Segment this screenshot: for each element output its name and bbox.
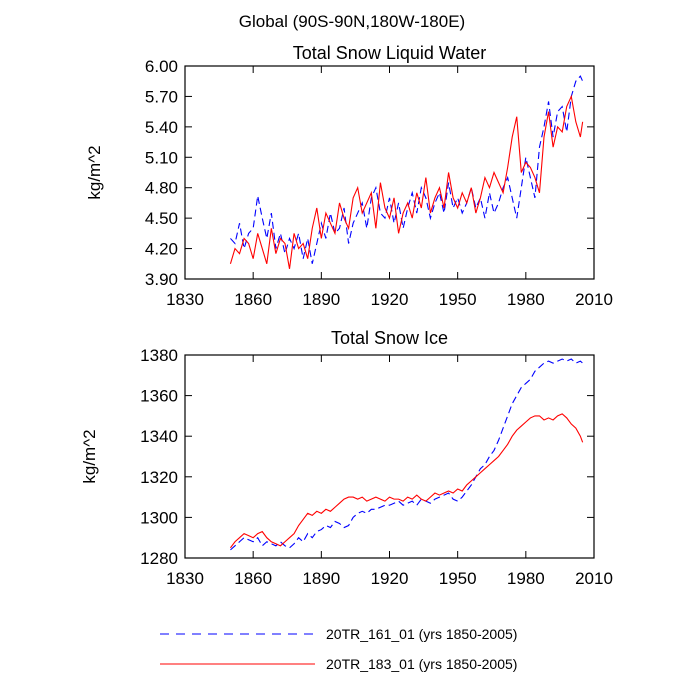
x-tick-label: 1980: [507, 290, 545, 309]
y-tick-label: 4.20: [145, 240, 178, 259]
x-tick-label: 1860: [234, 290, 272, 309]
y-tick-label: 5.10: [145, 148, 178, 167]
y-tick-label: 1380: [140, 346, 178, 365]
series-line-red-solid: [229, 94, 584, 269]
x-tick-label: 1830: [166, 290, 204, 309]
x-tick-label: 1950: [439, 569, 477, 588]
x-tick-label: 1890: [302, 569, 340, 588]
y-tick-label: 6.00: [145, 57, 178, 76]
x-tick-label: 2010: [575, 569, 613, 588]
x-tick-label: 1860: [234, 569, 272, 588]
x-tick-label: 1920: [371, 569, 409, 588]
y-tick-label: 1340: [140, 427, 178, 446]
y-tick-label: 3.90: [145, 270, 178, 289]
x-tick-label: 1950: [439, 290, 477, 309]
y-axis-label: kg/m^2: [85, 145, 104, 199]
x-tick-label: 1980: [507, 569, 545, 588]
x-tick-label: 2010: [575, 290, 613, 309]
x-tick-label: 1890: [302, 290, 340, 309]
y-tick-label: 4.80: [145, 179, 178, 198]
legend: 20TR_161_01 (yrs 1850-2005) 20TR_183_01 (…: [160, 626, 517, 672]
legend-label-2: 20TR_183_01 (yrs 1850-2005): [326, 656, 517, 672]
chart-panel-2: Total Snow Ice kg/m^2 1830 1860 1890 1920 1950…: [80, 328, 613, 588]
y-tick-label: 1320: [140, 468, 178, 487]
y-tick-label: 1280: [140, 549, 178, 568]
y-tick-label: 4.50: [145, 209, 178, 228]
y-axis-label: kg/m^2: [80, 429, 99, 483]
x-tick-label: 1920: [371, 290, 409, 309]
series-line-red-solid: [229, 413, 584, 549]
y-tick-label: 1300: [140, 508, 178, 527]
legend-label-1: 20TR_161_01 (yrs 1850-2005): [326, 626, 517, 642]
y-tick-label: 5.40: [145, 118, 178, 137]
chart-panel-1: Total Snow Liquid Water kg/m^2 1830 1860 189…: [85, 43, 613, 309]
figure-suptitle: Global (90S-90N,180W-180E): [239, 12, 465, 31]
chart-title: Total Snow Ice: [331, 328, 448, 348]
series-line-blue-dashed: [230, 75, 584, 264]
chart-title: Total Snow Liquid Water: [293, 43, 486, 63]
y-tick-label: 5.70: [145, 87, 178, 106]
series-line-blue-dashed: [230, 358, 584, 551]
x-tick-label: 1830: [166, 569, 204, 588]
plot-frame: [184, 354, 595, 559]
y-tick-label: 1360: [140, 387, 178, 406]
